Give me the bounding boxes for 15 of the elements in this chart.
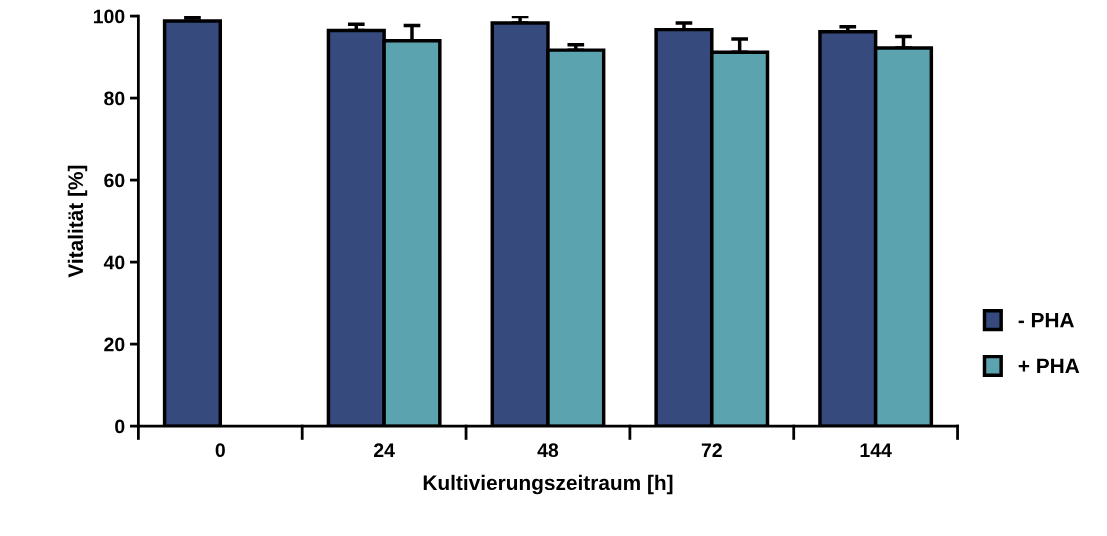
x-tick-label: 144 [860,443,892,457]
legend-label: + PHA [1018,358,1080,374]
y-tick-label: 100 [93,9,125,24]
y-axis-title: Vitalität [%] [67,165,88,278]
y-tick-label: 0 [115,419,125,434]
x-tick-label: 24 [373,443,395,457]
y-tick-label: 20 [104,337,125,352]
x-axis-title: Kultivierungszeitraum [h] [423,474,673,495]
x-tick-label: 48 [537,443,559,458]
legend-label: - PHA [1018,312,1074,328]
x-tick-label: 72 [701,443,722,457]
y-tick-label: 80 [104,91,125,106]
y-tick-label: 40 [103,255,125,270]
x-tick-label: 0 [215,443,225,458]
y-tick-label: 60 [104,173,125,188]
